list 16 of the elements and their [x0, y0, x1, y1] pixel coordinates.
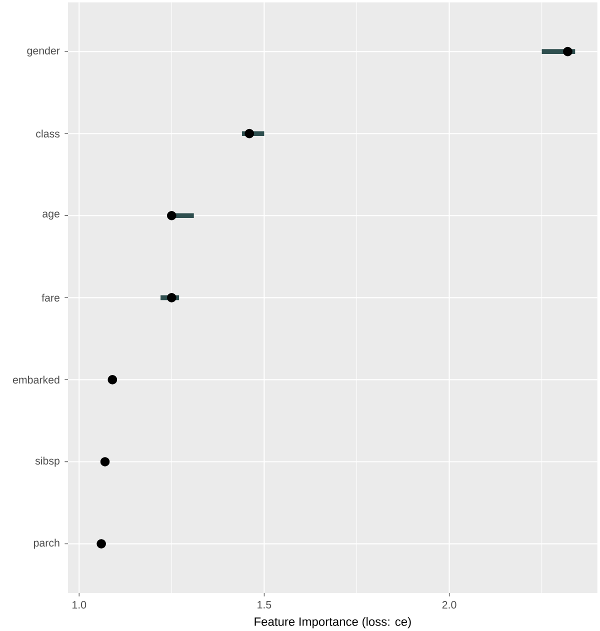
y-tick-label: gender	[27, 46, 60, 57]
x-tick-label: 1.5	[258, 601, 272, 608]
y-tick-label: sibsp	[35, 456, 60, 467]
y-tick-label: fare	[42, 294, 60, 302]
point	[563, 46, 572, 56]
point	[166, 210, 176, 220]
point	[108, 375, 118, 384]
y-tick-label: age	[42, 212, 60, 220]
y-tick-label: embarked	[12, 376, 60, 384]
y-tick-label: parch	[34, 538, 60, 549]
y-tick-label: class	[36, 130, 60, 138]
point	[244, 128, 254, 138]
x-axis-title: Feature Importance (loss: ce)	[254, 617, 411, 628]
x-tick-label: 2.0	[442, 601, 456, 609]
point	[166, 293, 176, 302]
x-tick-label: 1.0	[72, 601, 86, 609]
